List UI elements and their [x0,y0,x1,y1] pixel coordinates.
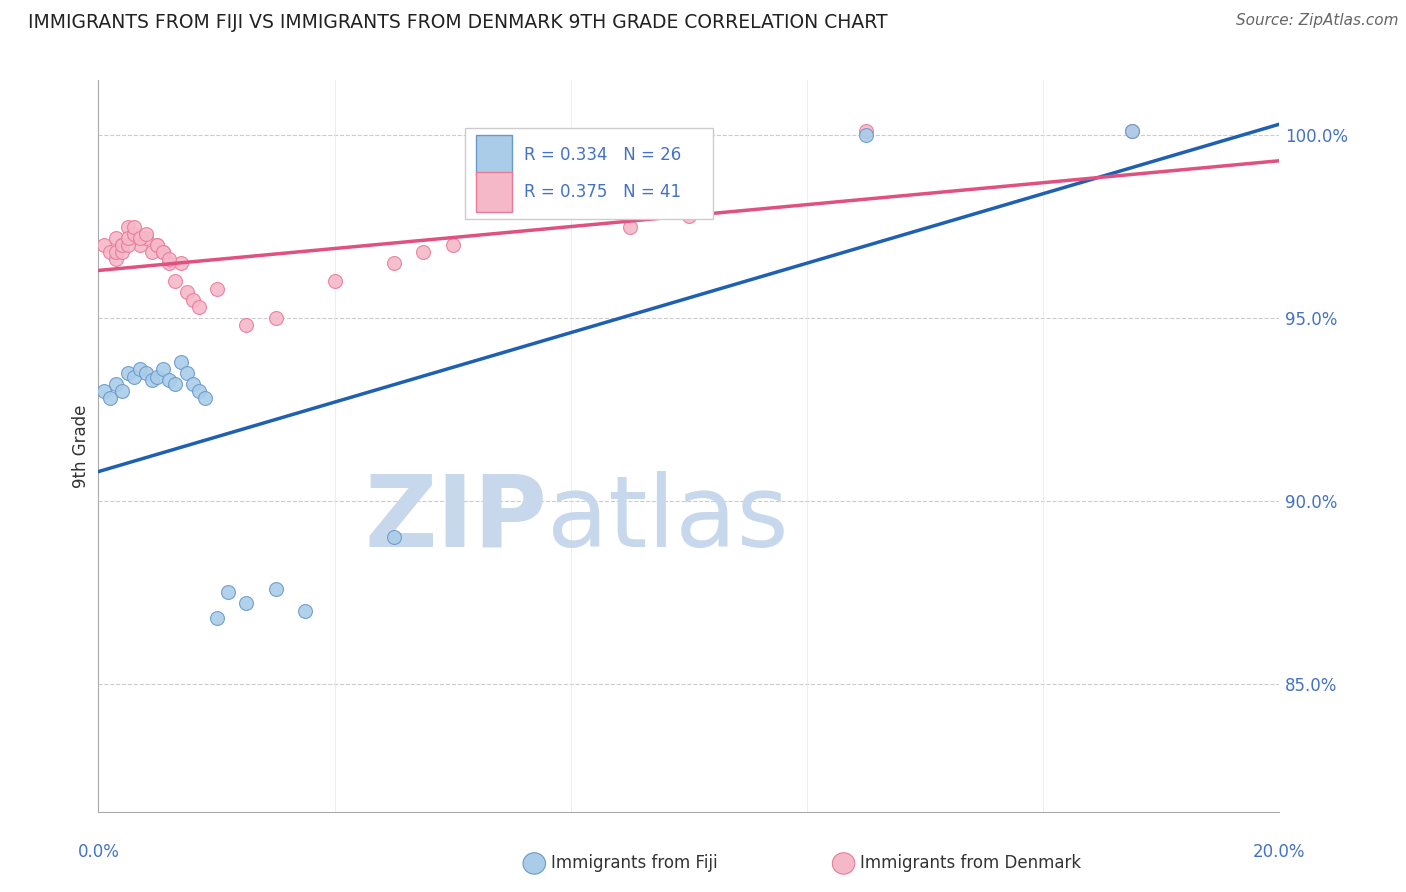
Text: R = 0.334   N = 26: R = 0.334 N = 26 [523,146,681,164]
Text: Immigrants from Fiji: Immigrants from Fiji [551,855,718,872]
Point [128,237,150,252]
Point [111,237,134,252]
Point [619,219,641,234]
Y-axis label: 9th Grade: 9th Grade [72,404,90,488]
Point [146,237,169,252]
Point [105,252,128,267]
Point [111,245,134,260]
Point [128,230,150,244]
Text: IMMIGRANTS FROM FIJI VS IMMIGRANTS FROM DENMARK 9TH GRADE CORRELATION CHART: IMMIGRANTS FROM FIJI VS IMMIGRANTS FROM … [28,13,887,32]
Point [146,369,169,384]
Point [678,209,700,223]
Point [165,274,187,288]
Point [117,366,139,380]
Point [176,285,198,300]
Point [111,237,134,252]
Point [170,355,193,369]
Point [93,384,115,398]
Point [117,230,139,244]
Point [165,376,187,391]
Point [146,237,169,252]
Point [294,603,316,617]
Point [157,252,180,267]
Point [105,376,128,391]
Point [187,384,209,398]
Point [264,582,287,596]
Text: R = 0.375   N = 41: R = 0.375 N = 41 [523,183,681,201]
Point [264,310,287,325]
Point [105,245,128,260]
Text: 0.0%: 0.0% [77,843,120,861]
Point [122,219,145,234]
FancyBboxPatch shape [464,128,713,219]
Point [323,274,346,288]
Point [412,245,434,260]
Point [176,366,198,380]
Point [141,245,163,260]
Point [855,128,877,142]
Text: atlas: atlas [547,471,789,567]
Point [122,230,145,244]
Point [117,219,139,234]
Point [128,362,150,376]
Point [382,530,405,544]
Point [135,366,157,380]
Point [141,373,163,387]
Point [98,392,121,406]
Point [235,596,257,610]
Point [157,256,180,270]
Point [194,392,217,406]
Point [135,227,157,241]
Text: ZIP: ZIP [364,471,547,567]
Point [122,227,145,241]
Point [111,384,134,398]
Point [1121,124,1143,138]
Point [122,369,145,384]
Point [235,318,257,333]
Point [117,237,139,252]
Point [157,373,180,387]
FancyBboxPatch shape [477,135,512,175]
Point [855,124,877,138]
Point [152,245,174,260]
Point [181,293,204,307]
Point [152,362,174,376]
Point [441,237,464,252]
Text: 20.0%: 20.0% [1253,843,1306,861]
Point [152,245,174,260]
Point [93,237,115,252]
Point [1121,124,1143,138]
Text: Immigrants from Denmark: Immigrants from Denmark [860,855,1081,872]
Point [98,245,121,260]
Point [205,611,228,625]
Point [135,230,157,244]
Point [382,256,405,270]
Point [205,282,228,296]
FancyBboxPatch shape [477,172,512,212]
Point [105,230,128,244]
Point [217,585,239,599]
Point [181,376,204,391]
Point [170,256,193,270]
Point [187,300,209,314]
Text: Source: ZipAtlas.com: Source: ZipAtlas.com [1236,13,1399,29]
